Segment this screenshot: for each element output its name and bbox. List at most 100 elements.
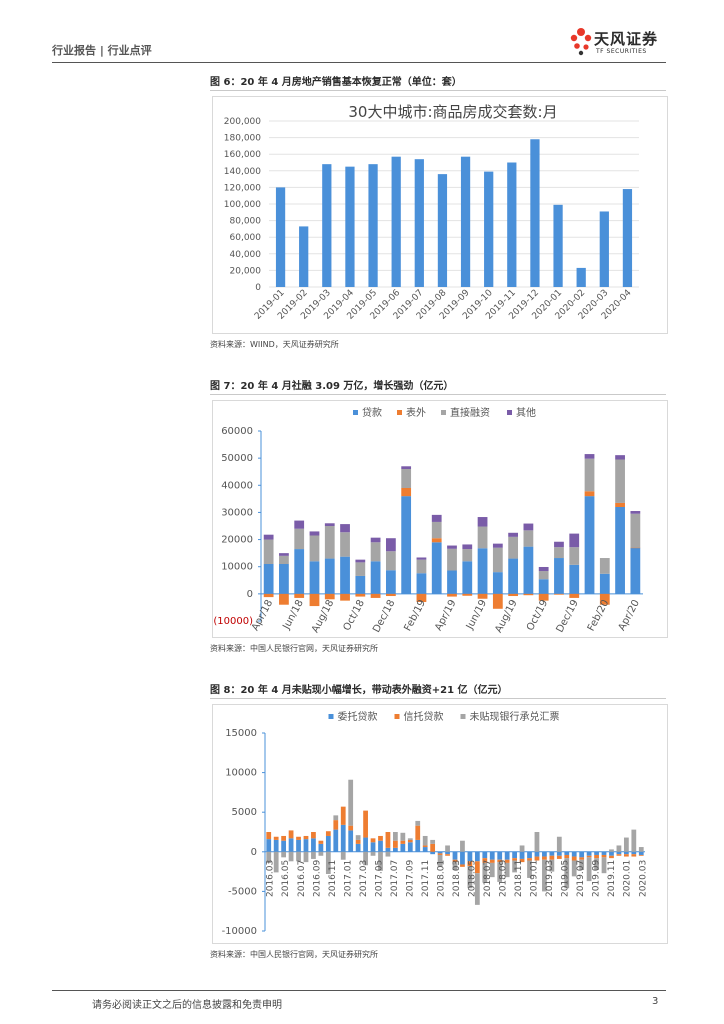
bar-segment bbox=[318, 843, 324, 852]
legend-swatch bbox=[441, 410, 446, 415]
bar-segment bbox=[569, 564, 580, 594]
bar-segment bbox=[534, 851, 540, 857]
bar-segment bbox=[279, 593, 289, 605]
bar-segment bbox=[407, 842, 413, 852]
bar-segment bbox=[512, 860, 517, 873]
bar-segment bbox=[497, 862, 503, 882]
bar-segment bbox=[401, 488, 412, 497]
bar-segment bbox=[527, 851, 532, 859]
bar-segment bbox=[579, 851, 585, 858]
x-tick-label: Apr/18 bbox=[250, 598, 275, 633]
bar-segment bbox=[497, 851, 503, 860]
bar-segment bbox=[631, 854, 637, 857]
y-tick-label: 60,000 bbox=[230, 233, 262, 243]
bar-segment bbox=[549, 851, 555, 856]
bar-segment bbox=[370, 851, 376, 856]
bar-segment bbox=[630, 547, 641, 594]
footer-disclaimer: 请务必阅读正文之后的信息披露和免责申明 bbox=[92, 1000, 282, 1011]
bar-segment bbox=[355, 575, 366, 594]
y-tick-label: 50000 bbox=[221, 453, 253, 464]
bar-segment bbox=[430, 851, 436, 855]
y-tick-label: (10000) bbox=[213, 616, 253, 627]
y-tick-label: 100,000 bbox=[224, 200, 261, 210]
bar-segment bbox=[370, 561, 381, 594]
y-tick-label: 60000 bbox=[221, 426, 253, 437]
bar-segment bbox=[355, 559, 366, 563]
y-tick-label: 15000 bbox=[225, 728, 257, 739]
bar-segment bbox=[615, 459, 625, 503]
bar-segment bbox=[474, 873, 480, 905]
x-tick-label: Feb/20 bbox=[586, 598, 612, 633]
chart-title: 30大中城市:商品房成交套数:月 bbox=[348, 103, 557, 121]
bar-segment bbox=[601, 851, 607, 855]
legend-label: 未贴现银行承兑汇票 bbox=[470, 710, 560, 723]
bar bbox=[368, 164, 378, 287]
bar bbox=[437, 174, 448, 287]
header-section: 行业报告 | 行业点评 bbox=[52, 44, 152, 57]
bar bbox=[414, 159, 424, 287]
bar-segment bbox=[266, 832, 272, 840]
bar-segment bbox=[324, 526, 335, 559]
bar-segment bbox=[508, 593, 519, 597]
bar-segment bbox=[401, 466, 412, 469]
bar-segment bbox=[340, 524, 350, 533]
bar-segment bbox=[294, 549, 305, 594]
bar-segment bbox=[296, 839, 301, 852]
bar-segment bbox=[266, 851, 272, 863]
legend-swatch bbox=[507, 410, 512, 415]
bar-segment bbox=[554, 593, 564, 595]
bar-segment bbox=[519, 851, 525, 859]
legend-swatch bbox=[397, 410, 402, 415]
bar-segment bbox=[303, 839, 309, 852]
bar-segment bbox=[564, 854, 570, 859]
bar-segment bbox=[401, 496, 412, 594]
bar-segment bbox=[534, 856, 540, 861]
x-tick-label: 2018.03 bbox=[452, 860, 462, 897]
chart-3-frame: 委托贷款 信托贷款 未贴现银行承兑汇票 -10000 -5000 0 5000 10000 15… bbox=[212, 704, 668, 944]
bar-segment bbox=[630, 547, 641, 549]
bar-segment bbox=[569, 593, 580, 598]
bar-segment bbox=[311, 838, 316, 852]
bar bbox=[391, 156, 401, 287]
bar-segment bbox=[527, 858, 532, 861]
bar-segment bbox=[393, 832, 398, 841]
figure-7-source: 资料来源：中国人民银行官网，天风证券研究所 bbox=[210, 644, 378, 653]
legend-swatch bbox=[328, 714, 334, 719]
logo-en: TF SECURITIES bbox=[596, 48, 647, 55]
bar-segment bbox=[393, 840, 398, 848]
bar-segment bbox=[415, 839, 421, 852]
bar-segment bbox=[489, 851, 495, 860]
bar-segment bbox=[523, 523, 534, 531]
bar-segment bbox=[462, 593, 473, 596]
bar-segment bbox=[340, 806, 346, 825]
bar-segment bbox=[431, 521, 442, 539]
bar-segment bbox=[294, 520, 305, 529]
bar-segment bbox=[594, 858, 599, 871]
legend-swatch bbox=[353, 410, 358, 415]
bar-segment bbox=[296, 836, 301, 840]
bar-segment bbox=[504, 851, 510, 860]
bar-segment bbox=[281, 840, 287, 852]
bar-segment bbox=[554, 558, 564, 594]
x-tick-label: 2019.05 bbox=[561, 860, 571, 897]
bar-segment bbox=[273, 851, 279, 873]
x-tick-label: Jun/19 bbox=[464, 598, 489, 632]
bar-segment bbox=[415, 825, 421, 840]
legend-label: 其他 bbox=[516, 406, 536, 419]
bar-segment bbox=[542, 856, 547, 860]
logo-cn: 天风证券 bbox=[594, 30, 659, 48]
bar-segment bbox=[333, 829, 339, 852]
bar bbox=[599, 211, 609, 287]
bar-segment bbox=[584, 458, 595, 492]
y-tick-label: -10000 bbox=[222, 926, 257, 937]
x-tick-label: 2016.07 bbox=[297, 860, 307, 897]
bar-segment bbox=[400, 840, 406, 844]
bar-segment bbox=[482, 851, 488, 859]
bar-segment bbox=[355, 562, 366, 576]
bar-segment bbox=[616, 851, 622, 855]
bar-segment bbox=[288, 838, 294, 852]
x-tick-label: 2020.03 bbox=[638, 860, 648, 897]
bar bbox=[275, 187, 286, 287]
bar-segment bbox=[638, 854, 644, 856]
bar-segment bbox=[460, 851, 465, 865]
